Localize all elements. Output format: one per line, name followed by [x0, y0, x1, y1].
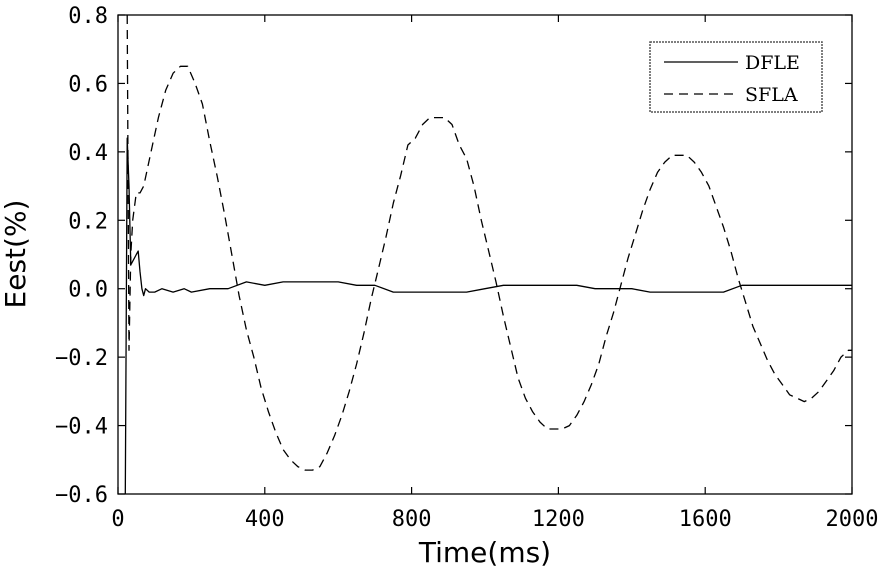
y-tick-label: 0.0: [68, 278, 108, 303]
series-line-dfle: [125, 138, 852, 494]
y-tick-label: −0.4: [55, 415, 108, 440]
x-tick-label: 1200: [532, 507, 585, 532]
y-tick-label: 0.2: [68, 209, 108, 234]
x-tick-label: 2000: [826, 507, 879, 532]
y-tick-label: −0.6: [55, 483, 108, 508]
x-tick-label: 1600: [679, 507, 732, 532]
x-axis-title: Time(ms): [418, 536, 551, 569]
y-tick-label: 0.6: [68, 72, 108, 97]
y-axis-title: Eest(%): [0, 200, 32, 309]
x-tick-label: 0: [111, 507, 124, 532]
legend: DFLE SFLA: [650, 42, 822, 112]
legend-label-dfle: DFLE: [745, 52, 800, 74]
y-tick-label: 0.4: [68, 141, 108, 166]
x-tick-label: 800: [392, 507, 432, 532]
legend-label-sfla: SFLA: [745, 84, 798, 106]
y-tick-label: 0.8: [68, 4, 108, 29]
x-tick-label: 400: [245, 507, 285, 532]
y-tick-label: −0.2: [55, 346, 108, 371]
